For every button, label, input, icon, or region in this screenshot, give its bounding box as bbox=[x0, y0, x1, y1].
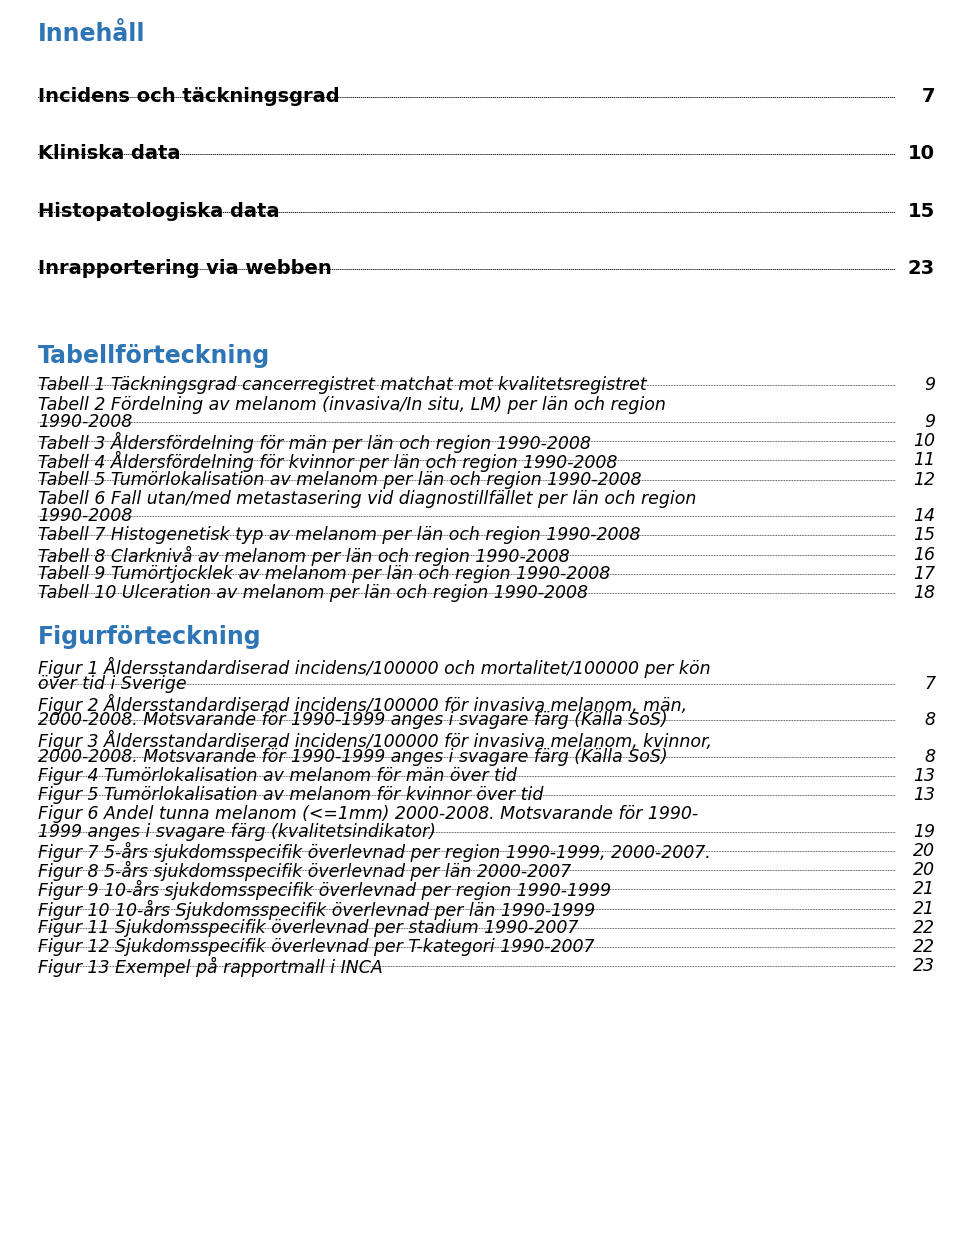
Text: 1990-2008: 1990-2008 bbox=[38, 507, 132, 525]
Text: Histopatologiska data: Histopatologiska data bbox=[38, 202, 279, 220]
Text: Tabell 8 Clarknivå av melanom per län och region 1990-2008: Tabell 8 Clarknivå av melanom per län oc… bbox=[38, 546, 569, 566]
Text: Inrapportering via webben: Inrapportering via webben bbox=[38, 260, 339, 278]
Text: Tabell 3 Åldersfördelning för män per län och region 1990-2008: Tabell 3 Åldersfördelning för män per lä… bbox=[38, 432, 590, 454]
Text: Figur 6 Andel tunna melanom (<=1mm) 2000-2008. Motsvarande för 1990-: Figur 6 Andel tunna melanom (<=1mm) 2000… bbox=[38, 805, 698, 823]
Text: 17: 17 bbox=[913, 564, 935, 583]
Text: över tid i Sverige: över tid i Sverige bbox=[38, 674, 186, 693]
Text: Tabell 2 Fördelning av melanom (invasiva/In situ, LM) per län och region: Tabell 2 Fördelning av melanom (invasiva… bbox=[38, 396, 666, 413]
Text: 8: 8 bbox=[924, 747, 935, 766]
Text: Figur 7 5-års sjukdomsspecifik överlevnad per region 1990-1999, 2000-2007.: Figur 7 5-års sjukdomsspecifik överlevna… bbox=[38, 842, 710, 862]
Text: 9: 9 bbox=[924, 413, 935, 431]
Text: Figur 8 5-års sjukdomsspecifik överlevnad per län 2000-2007: Figur 8 5-års sjukdomsspecifik överlevna… bbox=[38, 861, 571, 881]
Text: Kliniska data: Kliniska data bbox=[38, 145, 180, 164]
Text: 1990-2008: 1990-2008 bbox=[38, 413, 132, 431]
Text: 22: 22 bbox=[913, 919, 935, 936]
Text: Tabell 9 Tumörtjocklek av melanom per län och region 1990-2008: Tabell 9 Tumörtjocklek av melanom per lä… bbox=[38, 564, 611, 583]
Text: 13: 13 bbox=[913, 786, 935, 804]
Text: 2000-2008. Motsvarande för 1990-1999 anges i svagare färg (Källa SoS): 2000-2008. Motsvarande för 1990-1999 ang… bbox=[38, 747, 667, 766]
Text: Tabell 4 Åldersfördelning för kvinnor per län och region 1990-2008: Tabell 4 Åldersfördelning för kvinnor pe… bbox=[38, 451, 617, 472]
Text: Figur 13 Exempel på rapportmall i INCA: Figur 13 Exempel på rapportmall i INCA bbox=[38, 958, 383, 978]
Text: Figur 12 Sjukdomsspecifik överlevnad per T-kategori 1990-2007: Figur 12 Sjukdomsspecifik överlevnad per… bbox=[38, 937, 594, 956]
Text: Figurförteckning: Figurförteckning bbox=[38, 625, 262, 649]
Text: Figur 9 10-års sjukdomsspecifik överlevnad per region 1990-1999: Figur 9 10-års sjukdomsspecifik överlevn… bbox=[38, 881, 611, 901]
Text: 15: 15 bbox=[913, 527, 935, 544]
Text: Tabell 1 Täckningsgrad cancerregistret matchat mot kvalitetsregistret: Tabell 1 Täckningsgrad cancerregistret m… bbox=[38, 377, 647, 394]
Text: Tabell 7 Histogenetisk typ av melanom per län och region 1990-2008: Tabell 7 Histogenetisk typ av melanom pe… bbox=[38, 527, 640, 544]
Text: Tabell 6 Fall utan/med metastasering vid diagnostillfället per län och region: Tabell 6 Fall utan/med metastasering vid… bbox=[38, 490, 696, 508]
Text: 21: 21 bbox=[913, 900, 935, 917]
Text: Figur 3 Åldersstandardiserad incidens/100000 för invasiva melanom, kvinnor,: Figur 3 Åldersstandardiserad incidens/10… bbox=[38, 731, 712, 751]
Text: 20: 20 bbox=[913, 842, 935, 859]
Text: Tabell 5 Tumörlokalisation av melanom per län och region 1990-2008: Tabell 5 Tumörlokalisation av melanom pe… bbox=[38, 470, 641, 489]
Text: 11: 11 bbox=[913, 451, 935, 469]
Text: 22: 22 bbox=[913, 937, 935, 956]
Text: 20: 20 bbox=[913, 861, 935, 879]
Text: Figur 1 Åldersstandardiserad incidens/100000 och mortalitet/100000 per kön: Figur 1 Åldersstandardiserad incidens/10… bbox=[38, 658, 710, 678]
Text: 10: 10 bbox=[913, 432, 935, 450]
Text: Innehåll: Innehåll bbox=[38, 21, 146, 47]
Text: 12: 12 bbox=[913, 470, 935, 489]
Text: Figur 5 Tumörlokalisation av melanom för kvinnor över tid: Figur 5 Tumörlokalisation av melanom för… bbox=[38, 786, 543, 804]
Text: 1999 anges i svagare färg (kvalitetsindikator): 1999 anges i svagare färg (kvalitetsindi… bbox=[38, 823, 436, 840]
Text: Tabell 10 Ulceration av melanom per län och region 1990-2008: Tabell 10 Ulceration av melanom per län … bbox=[38, 585, 588, 602]
Text: 21: 21 bbox=[913, 881, 935, 898]
Text: 19: 19 bbox=[913, 823, 935, 840]
Text: 15: 15 bbox=[908, 202, 935, 220]
Text: 8: 8 bbox=[924, 711, 935, 730]
Text: Incidens och täckningsgrad: Incidens och täckningsgrad bbox=[38, 87, 340, 106]
Text: Figur 4 Tumörlokalisation av melanom för män över tid: Figur 4 Tumörlokalisation av melanom för… bbox=[38, 767, 516, 785]
Text: 10: 10 bbox=[908, 145, 935, 164]
Text: Tabellförteckning: Tabellförteckning bbox=[38, 344, 271, 368]
Text: 18: 18 bbox=[913, 585, 935, 602]
Text: 2000-2008. Motsvarande för 1990-1999 anges i svagare färg (Källa SoS): 2000-2008. Motsvarande för 1990-1999 ang… bbox=[38, 711, 667, 730]
Text: Figur 2 Åldersstandardiserad incidens/100000 för invasiva melanom, män,: Figur 2 Åldersstandardiserad incidens/10… bbox=[38, 694, 687, 714]
Text: 9: 9 bbox=[924, 377, 935, 394]
Text: 16: 16 bbox=[913, 546, 935, 563]
Text: 23: 23 bbox=[908, 260, 935, 278]
Text: 14: 14 bbox=[913, 507, 935, 525]
Text: 7: 7 bbox=[922, 87, 935, 106]
Text: 23: 23 bbox=[913, 958, 935, 975]
Text: 13: 13 bbox=[913, 767, 935, 785]
Text: Figur 11 Sjukdomsspecifik överlevnad per stadium 1990-2007: Figur 11 Sjukdomsspecifik överlevnad per… bbox=[38, 919, 578, 936]
Text: Figur 10 10-års Sjukdomsspecifik överlevnad per län 1990-1999: Figur 10 10-års Sjukdomsspecifik överlev… bbox=[38, 900, 595, 920]
Text: 7: 7 bbox=[924, 674, 935, 693]
